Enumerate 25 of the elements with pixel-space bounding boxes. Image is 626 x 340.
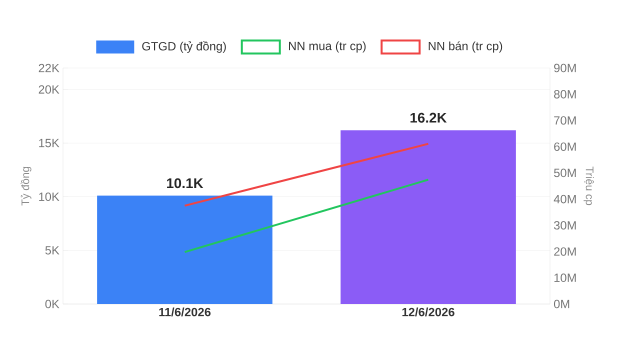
data-label: 16.2K — [410, 112, 447, 123]
legend-label: NN bán (tr cp) — [428, 41, 502, 53]
y-tick-label: 22K — [38, 64, 60, 72]
y2-tick-label: 10M — [554, 274, 576, 282]
y2-tick-label: 60M — [554, 142, 576, 151]
y2-tick-label: 50M — [554, 168, 576, 178]
y2-tick-label: 0M — [554, 300, 570, 308]
x-tick-label: 12/6/2026 — [402, 308, 454, 316]
y2-tick-label: 40M — [554, 194, 576, 204]
y-tick-label: 10K — [39, 192, 60, 201]
y2-tick-label: 20M — [554, 247, 576, 256]
y2-tick-label: 30M — [554, 221, 576, 230]
legend-label: GTGD (tỷ đồng) — [142, 41, 226, 53]
y-tick-label: 0K — [45, 300, 60, 308]
legend-label: NN mua (tr cp) — [289, 41, 366, 53]
y2-tick-label: 90M — [554, 64, 576, 72]
data-label: 10.1K — [167, 178, 204, 188]
y2-tick-label: 80M — [554, 90, 576, 98]
y2-tick-label: 70M — [554, 116, 576, 125]
y-tick-label: 5K — [45, 246, 60, 255]
y-tick-label: 15K — [39, 138, 60, 148]
y2-axis-title: Triệu cp — [584, 166, 594, 206]
y-axis-title: Tỷ đồng — [20, 166, 32, 206]
y-tick-label: 20K — [38, 85, 60, 94]
x-tick-label: 11/6/2026 — [159, 308, 211, 316]
